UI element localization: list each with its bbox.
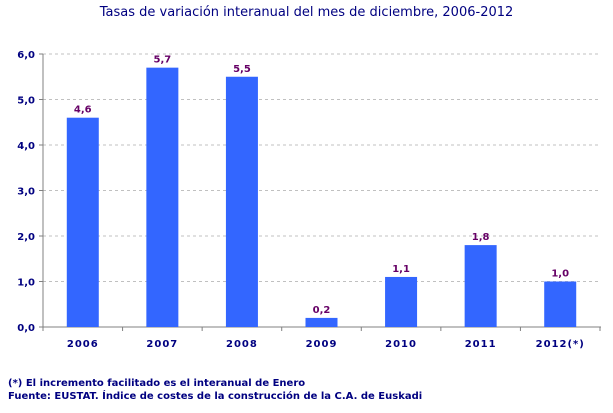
bar [305, 317, 338, 327]
y-tick-label: 5,0 [17, 96, 35, 107]
x-tick-label: 2012(*) [536, 339, 585, 350]
data-label: 5,5 [233, 64, 251, 75]
x-tick-label: 2009 [306, 339, 338, 350]
x-tick-label: 2010 [385, 339, 417, 350]
data-label: 1,1 [392, 264, 410, 275]
y-tick-label: 0,0 [17, 323, 35, 334]
bar [385, 276, 418, 327]
x-tick-label: 2008 [226, 339, 258, 350]
chart-title: Tasas de variación interanual del mes de… [99, 5, 514, 20]
bar [544, 281, 577, 327]
y-tick-label: 6,0 [17, 50, 35, 61]
data-label: 1,8 [472, 232, 490, 243]
bar [66, 117, 99, 327]
y-tick-label: 2,0 [17, 232, 35, 243]
x-tick-label: 2007 [146, 339, 178, 350]
bar [464, 245, 497, 327]
bar [225, 76, 258, 327]
x-tick-label: 2006 [67, 339, 99, 350]
y-tick-label: 1,0 [17, 278, 35, 289]
x-tick-label: 2011 [465, 339, 497, 350]
data-label: 5,7 [153, 55, 171, 66]
data-label: 4,6 [74, 105, 92, 116]
footnote: (*) El incremento facilitado es el inter… [8, 378, 306, 389]
data-label: 0,2 [313, 305, 331, 316]
y-tick-label: 4,0 [17, 141, 35, 152]
bar [146, 67, 179, 328]
data-label: 1,0 [551, 269, 569, 280]
y-tick-label: 3,0 [17, 187, 35, 198]
source-note: Fuente: EUSTAT. Índice de costes de la c… [8, 391, 423, 402]
